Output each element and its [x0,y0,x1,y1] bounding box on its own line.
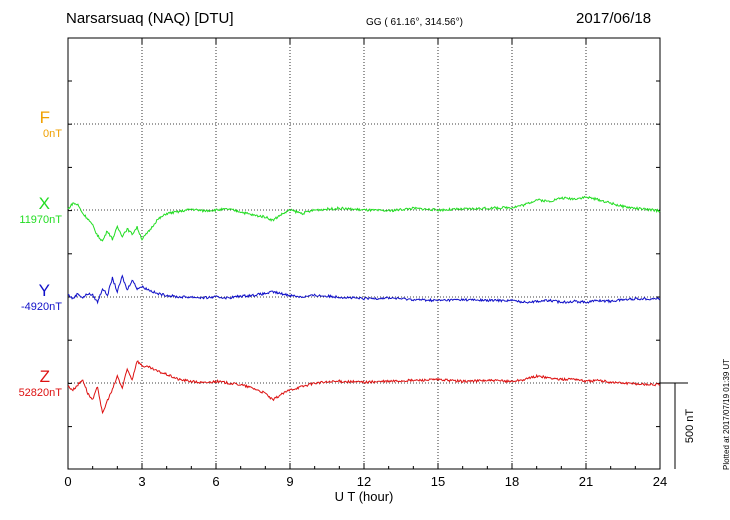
x-tick-label-15: 15 [431,474,445,489]
component-baseline-x: 11970nT [19,214,62,226]
component-label-x: X 11970nT [0,194,62,226]
component-baseline-y: -4920nT [21,301,62,313]
scale-bar-label: 500 nT [684,409,696,444]
component-label-y: Y -4920nT [0,281,62,313]
geographic-coordinates: GG ( 61.16°, 314.56°) [366,17,463,28]
x-axis-ticks: 0 3 6 9 12 15 18 21 24 [64,38,667,489]
plot-date: 2017/06/18 [576,10,652,27]
series-line-x [67,195,661,242]
series-line-y [67,274,661,305]
component-letter-f: F [39,108,50,127]
component-baseline-f: 0nT [43,128,62,140]
x-axis-label: U T (hour) [335,489,394,504]
x-tick-label-0: 0 [64,474,71,489]
grid-lines [68,38,660,469]
series-line-z [67,360,661,415]
x-tick-label-12: 12 [357,474,371,489]
x-tick-label-18: 18 [505,474,519,489]
x-tick-label-21: 21 [579,474,593,489]
series-lines [67,195,661,415]
x-tick-label-6: 6 [212,474,219,489]
x-tick-label-3: 3 [138,474,145,489]
component-baseline-z: 52820nT [18,387,62,399]
component-label-z: Z 52820nT [0,367,62,399]
x-tick-label-9: 9 [286,474,293,489]
component-letter-x: X [38,194,50,213]
component-label-f: F 0nT [0,108,62,140]
x-tick-label-24: 24 [653,474,667,489]
component-letter-y: Y [38,281,50,300]
station-title: Narsarsuaq (NAQ) [DTU] [66,10,234,27]
component-letter-z: Z [39,367,50,386]
